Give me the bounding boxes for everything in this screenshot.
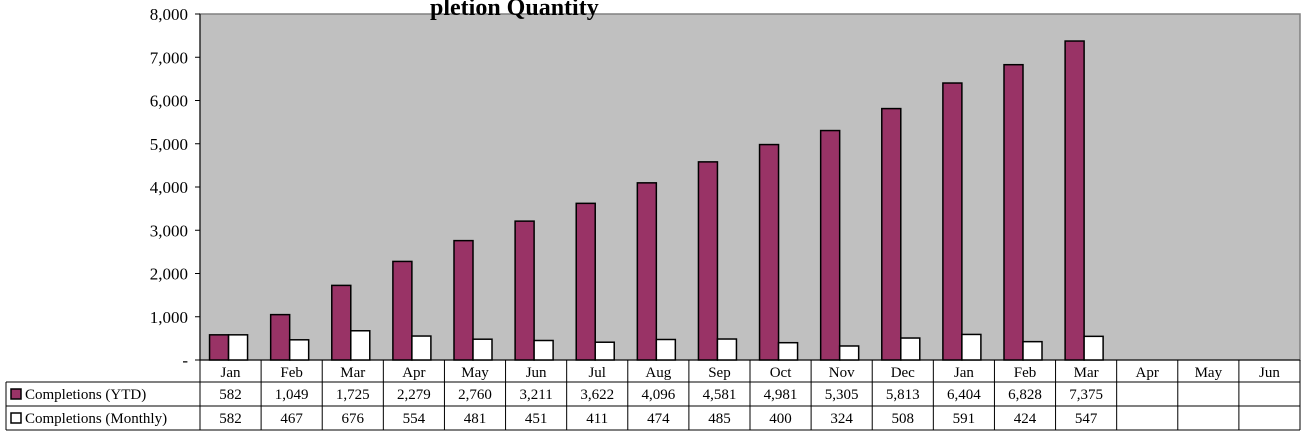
- bar: [208, 334, 230, 361]
- bar: [392, 260, 413, 361]
- bar: [758, 143, 780, 361]
- y-tick-label: 4,000: [150, 178, 188, 197]
- legend-label: Completions (Monthly): [25, 411, 167, 427]
- y-tick-label: -: [182, 351, 188, 370]
- data-label: 554: [403, 411, 426, 427]
- y-tick-label: 5,000: [150, 135, 188, 154]
- bar: [269, 313, 291, 361]
- x-tick-label: Dec: [891, 365, 915, 381]
- data-label: 1,049: [275, 387, 309, 403]
- x-tick-label: Apr: [1136, 365, 1159, 381]
- data-label: 411: [586, 411, 608, 427]
- data-label: 2,279: [397, 387, 431, 403]
- y-tick-label: 6,000: [150, 92, 188, 111]
- data-label: 5,305: [825, 387, 859, 403]
- bar: [350, 330, 371, 361]
- x-tick-label: May: [461, 365, 489, 381]
- x-tick-label: Jan: [221, 365, 241, 381]
- data-label: 474: [647, 411, 670, 427]
- y-tick-label: 3,000: [150, 221, 188, 240]
- y-tick-label: 1,000: [150, 308, 188, 327]
- data-label: 400: [769, 411, 792, 427]
- x-tick-label: Nov: [829, 365, 855, 381]
- bar: [1083, 335, 1104, 361]
- bar: [1064, 40, 1085, 361]
- data-label: 591: [953, 411, 976, 427]
- legend-key: [10, 388, 22, 400]
- bar: [942, 82, 963, 361]
- bar: [655, 338, 677, 361]
- legend-label: Completions (YTD): [25, 387, 146, 403]
- series-ytd: [208, 40, 1085, 361]
- x-tick-label: Jul: [588, 365, 606, 381]
- x-tick-label: Jun: [526, 365, 547, 381]
- data-label: 4,581: [703, 387, 737, 403]
- x-tick-label: Apr: [402, 365, 425, 381]
- x-tick-label: Feb: [1014, 365, 1037, 381]
- bar: [472, 338, 493, 361]
- data-label: 3,211: [520, 387, 553, 403]
- bar: [533, 339, 554, 361]
- bar: [1022, 340, 1043, 361]
- bar: [838, 345, 860, 361]
- bar: [288, 339, 310, 361]
- data-label: 451: [525, 411, 548, 427]
- bar: [881, 107, 902, 361]
- data-label: 485: [708, 411, 731, 427]
- data-label: 547: [1075, 411, 1098, 427]
- bar: [514, 220, 535, 361]
- bar: [697, 161, 719, 361]
- y-tick-label: 7,000: [150, 48, 188, 67]
- bar: [716, 338, 738, 361]
- data-label: 481: [464, 411, 487, 427]
- x-tick-label: Aug: [645, 365, 671, 381]
- bar: [961, 333, 982, 361]
- data-label: 467: [280, 411, 303, 427]
- data-label: 2,760: [458, 387, 492, 403]
- data-label: 324: [830, 411, 853, 427]
- chart-title: pletion Quantity: [430, 0, 599, 21]
- data-label: 3,622: [580, 387, 614, 403]
- data-label: 6,404: [947, 387, 981, 403]
- data-label: 508: [892, 411, 915, 427]
- legend-key: [10, 412, 22, 424]
- bar: [453, 239, 474, 361]
- x-tick-label: Oct: [770, 365, 792, 381]
- data-label: 6,828: [1008, 387, 1042, 403]
- plot-area: [199, 13, 1301, 361]
- bar: [227, 334, 249, 361]
- bar: [636, 182, 658, 361]
- data-label: 676: [342, 411, 365, 427]
- data-label: 4,096: [641, 387, 675, 403]
- bar: [331, 284, 352, 361]
- bar: [900, 337, 921, 361]
- x-tick-label: May: [1195, 365, 1223, 381]
- x-tick-label: Mar: [340, 365, 365, 381]
- x-tick-label: Sep: [708, 365, 731, 381]
- x-tick-label: Mar: [1074, 365, 1099, 381]
- series-monthly: [227, 330, 1104, 361]
- data-label: 4,981: [764, 387, 798, 403]
- bar: [1003, 63, 1024, 361]
- y-tick-label: 8,000: [150, 5, 188, 24]
- data-label: 1,725: [336, 387, 370, 403]
- bar: [594, 341, 615, 361]
- data-label: 424: [1014, 411, 1037, 427]
- data-label: 7,375: [1069, 387, 1103, 403]
- bar: [575, 202, 596, 361]
- y-tick-label: 2,000: [150, 265, 188, 284]
- data-label: 582: [219, 387, 242, 403]
- bar: [411, 335, 432, 361]
- bar: [819, 129, 841, 361]
- bar: [777, 341, 799, 361]
- data-label: 5,813: [886, 387, 920, 403]
- x-tick-label: Jan: [954, 365, 974, 381]
- x-tick-label: Jun: [1259, 365, 1280, 381]
- x-tick-label: Feb: [280, 365, 303, 381]
- data-label: 582: [219, 411, 242, 427]
